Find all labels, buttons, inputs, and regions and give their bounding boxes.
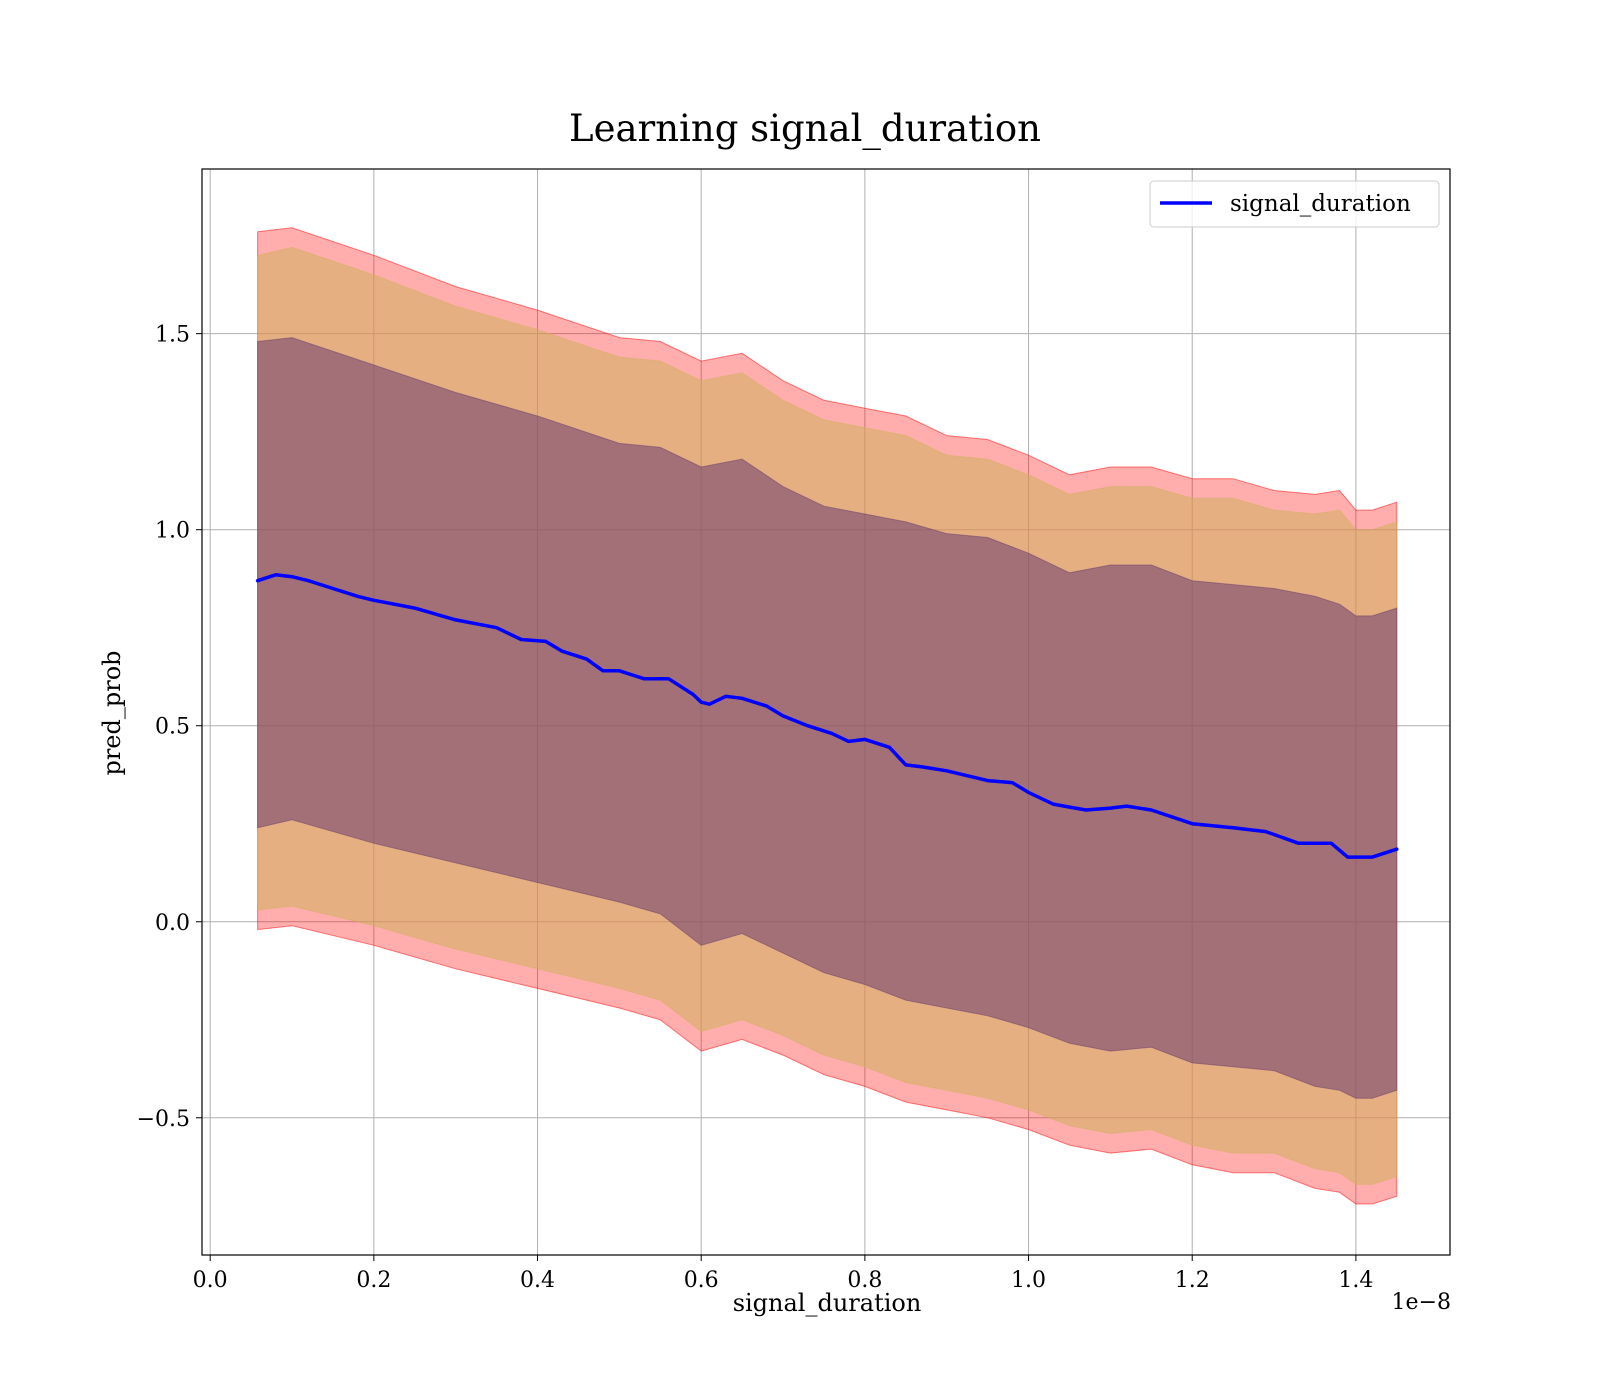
x-tick-label: 1.0 <box>1011 1268 1046 1293</box>
series-line-signal_duration <box>255 573 1399 859</box>
x-axis-ticks: 0.0 0.2 0.4 0.6 0.8 1.0 1.2 1.4 <box>193 1255 1373 1293</box>
y-tick-label: −0.5 <box>137 1107 190 1132</box>
plot-frame <box>201 168 1451 1256</box>
x-tick-label: 1.2 <box>1175 1268 1210 1293</box>
legend-box <box>1149 180 1440 228</box>
chart-title: Learning signal_duration <box>569 107 1041 151</box>
x-tick-label: 0.2 <box>356 1268 391 1293</box>
x-tick-label: 0.0 <box>193 1268 228 1293</box>
y-tick-label: 0.5 <box>155 715 190 740</box>
x-tick-label: 1.4 <box>1338 1268 1373 1293</box>
legend-label: signal_duration <box>1230 191 1411 217</box>
y-tick-label: 1.5 <box>155 323 190 348</box>
y-tick-label: 0.0 <box>155 911 190 936</box>
x-tick-label: 0.6 <box>684 1268 719 1293</box>
y-axis-ticks: −0.5 0.0 0.5 1.0 1.5 <box>137 323 202 1132</box>
x-axis-label: signal_duration <box>733 1289 922 1317</box>
x-axis-offset-label: 1e−8 <box>1392 1290 1451 1315</box>
x-tick-label: 0.8 <box>847 1268 882 1293</box>
x-tick-label: 0.4 <box>520 1268 555 1293</box>
series-lines <box>255 573 1399 859</box>
y-tick-label: 1.0 <box>155 519 190 544</box>
y-axis-label: pred_prob <box>98 650 126 775</box>
band-inner <box>257 337 1398 1099</box>
confidence-bands <box>257 227 1398 1205</box>
legend: signal_duration <box>1149 180 1440 228</box>
